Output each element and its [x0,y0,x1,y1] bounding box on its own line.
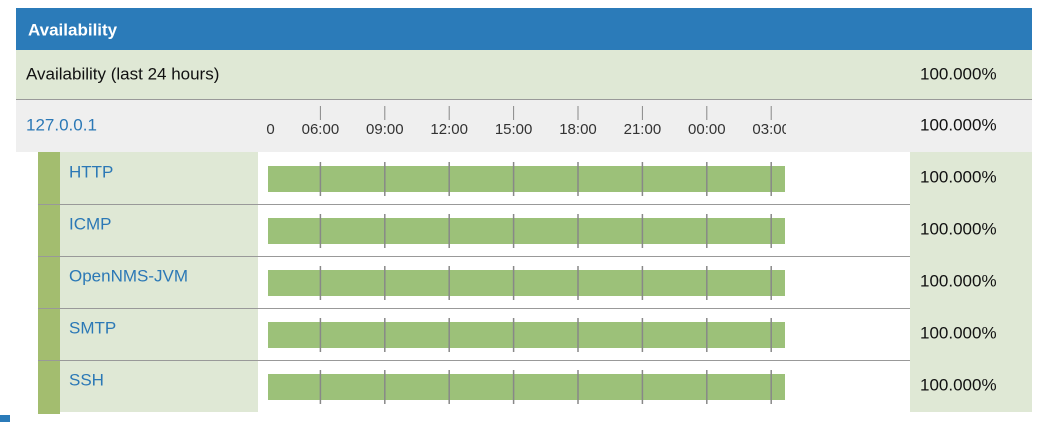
service-value: 100.000% [920,167,997,186]
availability-bar [268,322,785,348]
service-name-cell [60,308,258,360]
summary-label: Availability (last 24 hours) [26,64,219,83]
summary-row [16,50,1032,99]
service-link[interactable]: SMTP [69,318,116,337]
service-value-cell [910,152,1032,204]
node-link[interactable]: 127.0.0.1 [26,115,97,134]
corner-mark [0,415,10,422]
node-status-stripe [38,152,60,414]
service-name-cell [60,360,258,412]
service-value-cell [910,308,1032,360]
service-link[interactable]: ICMP [69,214,112,233]
timeline-label: 12:00 [430,121,468,138]
timeline-label: 09:00 [366,121,404,138]
service-name-cell [60,152,258,204]
timeline-label: 15:00 [495,121,533,138]
service-value: 100.000% [920,375,997,394]
service-link[interactable]: HTTP [69,162,113,181]
timeline-label: 21:00 [624,121,662,138]
panel-title: Availability [28,20,118,39]
panel-header [16,8,1032,50]
availability-bar [268,270,785,296]
service-value-cell [910,360,1032,412]
timeline-label: 06:00 [302,121,340,138]
service-name-cell [60,204,258,256]
timeline-label: 03:00 [752,121,790,138]
node-row [16,100,1032,152]
service-value: 100.000% [920,271,997,290]
service-rows: HTTP 100.000% ICMP 100.000% OpenNMS-JVM 100.0… [38,152,1032,412]
timeline-label: 00:00 [688,121,726,138]
timeline-axis: 03:00 06:00 09:00 12:00 15:00 18:00 21:00 00:00… [237,106,790,138]
summary-value: 100.000% [920,64,997,83]
service-name-cell [60,256,258,308]
service-value-cell [910,256,1032,308]
timeline-label: 03:00 [237,121,275,138]
indent [16,152,38,414]
availability-bar [268,166,785,192]
timeline-label: 18:00 [559,121,597,138]
service-link[interactable]: SSH [69,370,104,389]
node-value: 100.000% [920,115,997,134]
service-link[interactable]: OpenNMS-JVM [69,266,188,285]
service-value: 100.000% [920,219,997,238]
availability-bar [268,218,785,244]
service-value: 100.000% [920,323,997,342]
service-value-cell [910,204,1032,256]
availability-bar [268,374,785,400]
